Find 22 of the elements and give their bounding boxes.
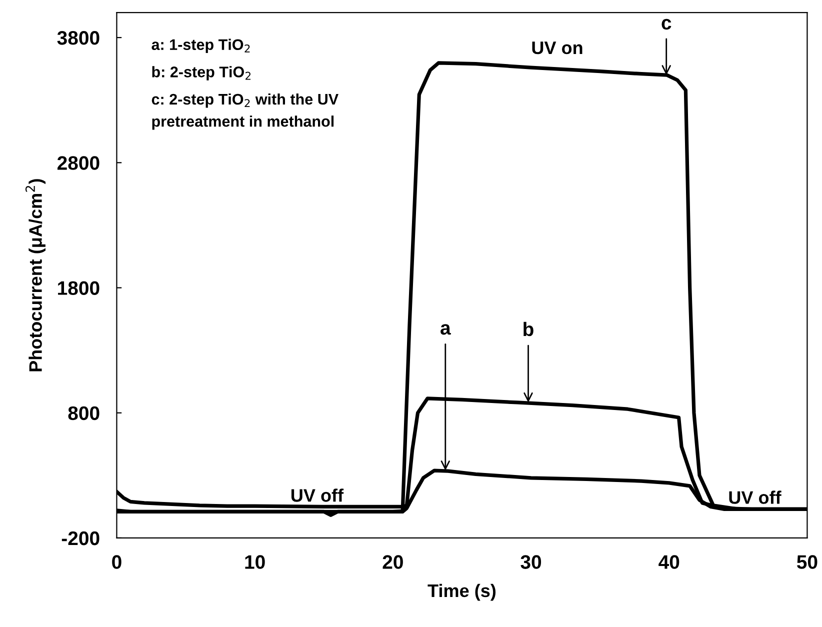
annotation: UV on [532,42,582,54]
y-tick-label: 800 [68,406,100,420]
x-tick-label: 10 [245,555,265,569]
y-axis-title: Photocurrent (μA/cm$^{2}$) [25,179,46,372]
annotation: a: 1-step TiO$_{2}$ [152,38,250,54]
y-tick-label: 1800 [58,281,100,295]
x-tick-label: 0 [112,555,122,569]
annotation: UV off [291,488,344,502]
y-tick-label: 2800 [57,156,100,170]
annotation: b [524,322,534,336]
x-tick-label: 40 [658,555,680,569]
annotation: c [662,18,672,30]
x-tick-label: 30 [520,555,542,569]
x-axis-title: Time (s) [428,584,496,601]
x-tick-label: 50 [796,555,818,569]
y-tick-label: -200 [62,531,100,546]
annotation: a [440,324,451,335]
annotation: b: 2-step TiO$_{2}$ [152,66,250,80]
y-tick-label: 3800 [57,31,100,45]
annotation: c: 2-step TiO$_{2}$ with the UV pretreatment in methanol [152,93,338,130]
x-tick-label: 20 [382,555,403,569]
annotation: UV off [729,490,782,504]
